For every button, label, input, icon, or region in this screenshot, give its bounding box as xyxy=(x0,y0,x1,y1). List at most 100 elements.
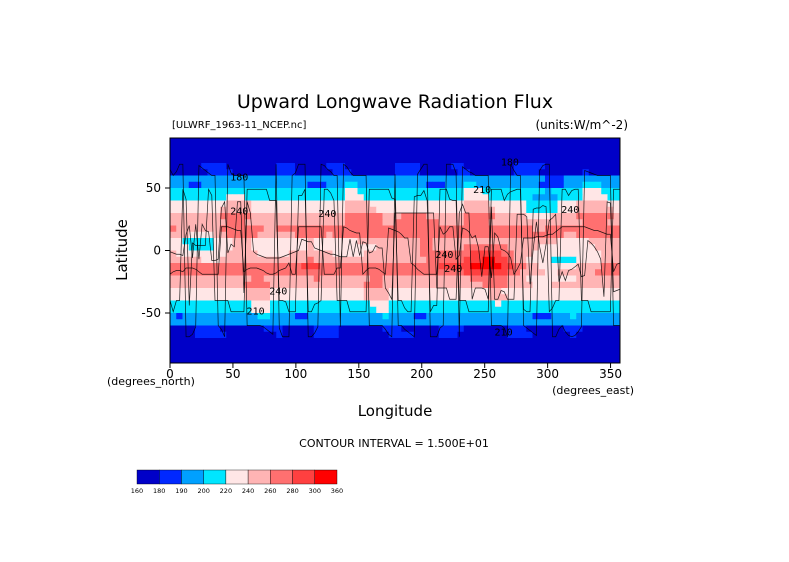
heatmap-cell xyxy=(182,250,190,258)
heatmap-cell xyxy=(170,275,177,283)
heatmap-cell xyxy=(451,306,458,314)
heatmap-cell xyxy=(245,188,252,195)
heatmap-cell xyxy=(382,325,390,333)
heatmap-cell xyxy=(288,344,296,351)
heatmap-cell xyxy=(332,219,340,226)
heatmap-cell xyxy=(495,238,502,245)
heatmap-cell xyxy=(413,238,421,245)
heatmap-cell xyxy=(282,319,290,326)
heatmap-cell xyxy=(207,338,215,345)
heatmap-cell xyxy=(207,169,215,176)
heatmap-cell xyxy=(307,188,315,195)
heatmap-cell xyxy=(457,138,465,145)
heatmap-cell xyxy=(195,163,202,170)
heatmap-cell xyxy=(357,306,365,314)
heatmap-cell xyxy=(482,163,490,170)
heatmap-cell xyxy=(495,275,502,283)
heatmap-cell xyxy=(307,225,315,233)
heatmap-cell xyxy=(438,144,446,151)
heatmap-cell xyxy=(570,138,577,145)
heatmap-cell xyxy=(376,300,383,308)
heatmap-cell xyxy=(488,350,496,358)
heatmap-cell xyxy=(357,181,365,189)
heatmap-cell xyxy=(188,331,196,339)
heatmap-cell xyxy=(420,331,427,339)
heatmap-cell xyxy=(332,231,340,239)
heatmap-cell xyxy=(282,281,290,289)
heatmap-cell xyxy=(245,250,252,258)
heatmap-cell xyxy=(438,238,446,245)
heatmap-cell xyxy=(545,156,552,164)
heatmap-cell xyxy=(488,138,496,145)
heatmap-cell xyxy=(382,206,390,214)
heatmap-cell xyxy=(363,144,371,151)
heatmap-cell xyxy=(357,300,365,308)
heatmap-cell xyxy=(251,350,258,358)
heatmap-cell xyxy=(313,338,321,345)
heatmap-cell xyxy=(220,344,227,351)
heatmap-cell xyxy=(476,263,483,270)
heatmap-cell xyxy=(445,325,452,333)
heatmap-cell xyxy=(351,138,358,145)
heatmap-cell xyxy=(276,188,283,195)
heatmap-cell xyxy=(513,300,521,308)
heatmap-cell xyxy=(276,244,283,251)
heatmap-cell xyxy=(395,200,402,208)
heatmap-cell xyxy=(338,206,346,214)
heatmap-cell xyxy=(213,306,221,314)
heatmap-cell xyxy=(426,200,433,208)
heatmap-cell xyxy=(188,256,196,264)
heatmap-cell xyxy=(495,356,502,363)
x-tick-label: 150 xyxy=(347,367,370,381)
heatmap-cell xyxy=(238,269,246,276)
heatmap-cell xyxy=(595,238,602,245)
heatmap-cell xyxy=(601,213,608,220)
heatmap-cell xyxy=(332,194,340,201)
heatmap-cell xyxy=(545,231,552,239)
heatmap-cell xyxy=(313,181,321,189)
heatmap-cell xyxy=(363,194,371,201)
heatmap-cell xyxy=(395,250,402,258)
heatmap-cell xyxy=(176,188,183,195)
heatmap-cell xyxy=(332,319,340,326)
heatmap-cell xyxy=(351,344,358,351)
heatmap-cell xyxy=(482,319,490,326)
heatmap-cell xyxy=(332,356,340,363)
heatmap-cell xyxy=(470,156,477,164)
heatmap-cell xyxy=(488,281,496,289)
heatmap-cell xyxy=(182,138,190,145)
heatmap-cell xyxy=(413,300,421,308)
heatmap-cell xyxy=(220,169,227,176)
heatmap-cell xyxy=(270,331,277,339)
heatmap-cell xyxy=(495,163,502,170)
heatmap-cell xyxy=(188,206,196,214)
heatmap-cell xyxy=(276,269,283,276)
heatmap-cell xyxy=(320,275,327,283)
heatmap-cell xyxy=(551,338,558,345)
heatmap-cell xyxy=(382,156,390,164)
heatmap-cell xyxy=(520,263,527,270)
heatmap-cell xyxy=(401,306,408,314)
heatmap-cell xyxy=(251,263,258,270)
heatmap-cell xyxy=(301,331,308,339)
heatmap-cell xyxy=(463,288,471,295)
heatmap-cell xyxy=(470,288,477,295)
heatmap-cell xyxy=(345,263,352,270)
heatmap-cell xyxy=(438,306,446,314)
heatmap-cell xyxy=(451,256,458,264)
heatmap-cell xyxy=(551,275,558,283)
heatmap-cell xyxy=(463,144,471,151)
heatmap-cell xyxy=(338,181,346,189)
heatmap-cell xyxy=(251,181,258,189)
heatmap-cell xyxy=(182,188,190,195)
heatmap-cell xyxy=(595,169,602,176)
heatmap-cell xyxy=(351,331,358,339)
heatmap-cell xyxy=(526,294,533,301)
heatmap-cell xyxy=(438,325,446,333)
heatmap-cell xyxy=(438,156,446,164)
heatmap-cell xyxy=(588,269,596,276)
heatmap-cell xyxy=(332,269,340,276)
heatmap-cell xyxy=(376,144,383,151)
heatmap-cell xyxy=(482,225,490,233)
